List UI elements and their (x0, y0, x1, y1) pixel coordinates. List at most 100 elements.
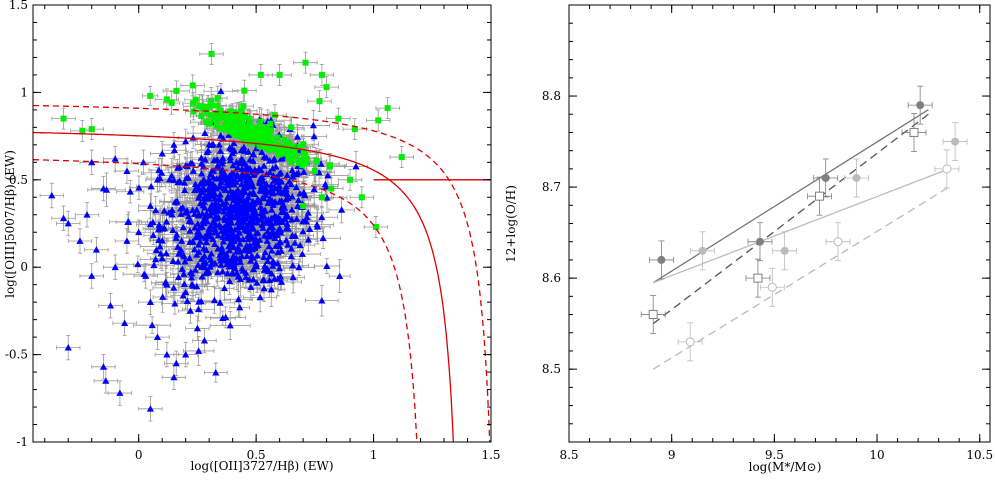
triangle-point (135, 228, 143, 236)
left-y-axis-label: log([OIII]5007/Hβ) (EW) (3, 150, 17, 298)
triangle-point (224, 181, 232, 189)
triangle-point (296, 241, 304, 249)
square-point (244, 136, 251, 143)
triangle-point (212, 369, 220, 376)
triangle-point (165, 209, 173, 216)
triangle-point (248, 225, 257, 232)
triangle-point (182, 351, 190, 358)
triangle-point (83, 211, 91, 218)
triangle-point (283, 190, 291, 197)
square-point (300, 203, 307, 210)
triangle-point (197, 154, 205, 161)
fit-line (652, 186, 950, 370)
triangle-point (223, 178, 231, 186)
triangle-point (289, 262, 297, 269)
triangle-point (198, 273, 206, 280)
square-point (283, 144, 290, 151)
y-tick-label: -0.5 (5, 348, 28, 362)
square-point (250, 126, 257, 133)
filled-circle-point (755, 237, 764, 246)
right-axis-ticks: 8.5 9 9.5 10 10.5 8.5 8.6 8.7 8.8 (542, 4, 993, 462)
y-tick-label: 8.7 (542, 180, 561, 194)
triangle-point (209, 183, 217, 190)
square-point (276, 71, 283, 78)
square-point (199, 103, 206, 110)
triangle-point (171, 300, 179, 307)
triangle-point (152, 255, 160, 263)
triangle-point (247, 215, 255, 222)
triangle-point (265, 218, 273, 225)
square-point (269, 138, 276, 145)
triangle-point (240, 205, 248, 213)
triangle-point (211, 240, 219, 247)
square-point (351, 126, 358, 133)
triangle-point (256, 203, 265, 210)
square-point (295, 159, 302, 166)
triangle-point (156, 242, 164, 250)
square-point (249, 137, 256, 144)
triangle-point (153, 176, 162, 183)
triangle-point (126, 188, 134, 195)
triangle-point (214, 231, 222, 239)
triangle-point (134, 260, 142, 268)
x-tick-label: 9 (668, 448, 676, 462)
triangle-point (201, 129, 209, 136)
upper-bound-curve (33, 104, 491, 442)
triangle-point (301, 191, 309, 199)
triangle-point (229, 252, 237, 259)
triangle-point (247, 283, 255, 290)
triangle-point (294, 169, 302, 176)
triangle-point (269, 164, 277, 172)
triangle-point (256, 293, 264, 301)
triangle-point (270, 177, 278, 184)
triangle-point (238, 165, 246, 172)
triangle-point (153, 333, 162, 340)
triangle-point (278, 204, 286, 211)
square-point (235, 121, 242, 128)
square-point (267, 120, 274, 127)
triangle-point (310, 185, 318, 193)
triangle-point (251, 210, 259, 217)
triangle-point (260, 253, 268, 261)
triangle-point (190, 245, 199, 253)
square-point (223, 117, 230, 124)
triangle-point (170, 146, 179, 154)
triangle-point (271, 213, 279, 221)
triangle-point (244, 200, 252, 207)
y-tick-label: 8.8 (542, 89, 561, 103)
square-point (275, 141, 282, 148)
right-plot-content (640, 85, 968, 370)
triangle-point (323, 194, 331, 201)
triangle-point (111, 263, 119, 271)
right-y-axis-label: 12+log(O/H) (504, 185, 518, 263)
triangle-point (249, 182, 257, 190)
triangle-point (199, 218, 207, 225)
triangle-point (265, 252, 273, 260)
triangle-point (249, 157, 257, 164)
square-point (190, 108, 197, 115)
square-point (214, 95, 221, 102)
square-point (263, 125, 270, 132)
triangle-point (216, 190, 224, 198)
triangle-point (226, 144, 234, 151)
filled-circle-point (951, 137, 960, 146)
triangle-point (269, 262, 277, 269)
triangle-point (225, 246, 234, 254)
triangle-point (283, 171, 291, 179)
triangle-point (195, 347, 203, 354)
y-tick-label: 1.5 (9, 0, 28, 12)
triangle-point (227, 202, 235, 209)
triangle-point (211, 198, 219, 206)
triangle-point (150, 261, 158, 269)
triangle-point (160, 224, 168, 231)
triangle-point (219, 237, 228, 245)
square-point (214, 102, 221, 109)
triangle-point (293, 215, 301, 222)
triangle-point (324, 171, 332, 179)
triangle-point (217, 87, 225, 95)
square-point (257, 118, 264, 125)
triangle-point (276, 238, 284, 245)
triangle-point (242, 180, 250, 187)
triangle-point (217, 257, 225, 264)
triangle-point (214, 213, 222, 220)
